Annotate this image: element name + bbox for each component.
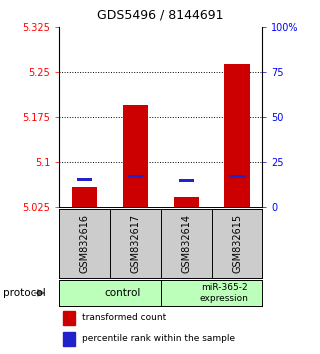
Bar: [63, 332, 76, 346]
Bar: [229, 175, 244, 178]
Bar: [72, 187, 97, 207]
Bar: [77, 178, 92, 181]
Bar: [173, 197, 199, 207]
Bar: [224, 64, 250, 207]
Text: GSM832614: GSM832614: [181, 214, 191, 273]
Bar: [63, 311, 76, 325]
Text: miR-365-2
expression: miR-365-2 expression: [200, 283, 249, 303]
Bar: [179, 179, 194, 182]
Text: protocol: protocol: [3, 288, 46, 298]
Text: control: control: [105, 288, 141, 298]
Text: GSM832616: GSM832616: [80, 214, 90, 273]
Text: percentile rank within the sample: percentile rank within the sample: [82, 335, 235, 343]
Text: GDS5496 / 8144691: GDS5496 / 8144691: [97, 9, 223, 22]
Bar: [123, 105, 148, 207]
Text: GSM832617: GSM832617: [131, 214, 140, 273]
Text: transformed count: transformed count: [82, 313, 166, 322]
Bar: [128, 175, 143, 178]
Text: GSM832615: GSM832615: [232, 214, 242, 273]
